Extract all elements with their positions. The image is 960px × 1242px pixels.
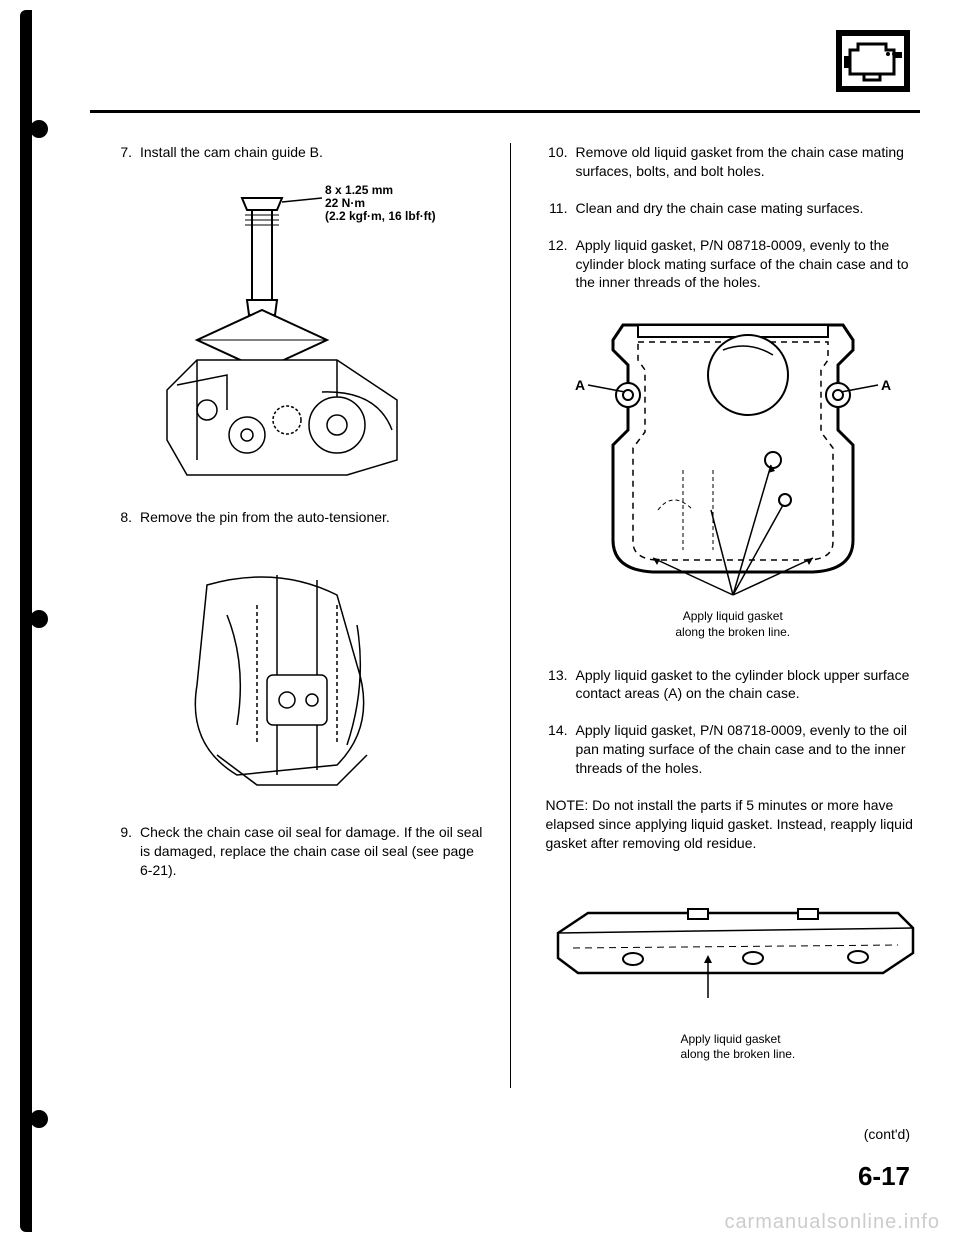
step-number: 12. [546,236,568,293]
step-9: 9. Check the chain case oil seal for dam… [110,823,485,880]
figure-chain-case-front: A A Apply liquid gasket along the broken… [546,310,921,640]
caption-line: Apply liquid gasket [683,609,783,623]
binding-dot [30,610,48,628]
header-rule [90,110,920,113]
page-content: 7. Install the cam chain guide B. [110,143,920,1088]
step-7: 7. Install the cam chain guide B. [110,143,485,162]
figure-cam-chain-guide: 8 x 1.25 mm 22 N·m (2.2 kgf·m, 16 lbf·ft… [110,180,485,483]
step-8: 8. Remove the pin from the auto-tensione… [110,508,485,527]
step-number: 8. [110,508,132,527]
step-14: 14. Apply liquid gasket, P/N 08718-0009,… [546,721,921,778]
step-text: Check the chain case oil seal for damage… [140,823,485,880]
step-number: 7. [110,143,132,162]
caption-line: along the broken line. [681,1047,796,1061]
svg-text:A: A [575,377,585,393]
step-10: 10. Remove old liquid gasket from the ch… [546,143,921,181]
continued-marker: (cont'd) [864,1126,910,1142]
figure-auto-tensioner [110,545,485,798]
figure-caption: Apply liquid gasket along the broken lin… [681,1032,921,1063]
note-text: NOTE: Do not install the parts if 5 minu… [546,796,921,853]
step-text: Apply liquid gasket to the cylinder bloc… [576,666,921,704]
step-12: 12. Apply liquid gasket, P/N 08718-0009,… [546,236,921,293]
svg-text:A: A [881,377,891,393]
figure-caption: Apply liquid gasket along the broken lin… [546,609,921,640]
step-text: Clean and dry the chain case mating surf… [576,199,921,218]
step-number: 9. [110,823,132,880]
binding-dot [30,1110,48,1128]
engine-icon [836,30,910,95]
page-header [50,30,920,95]
watermark: carmanualsonline.info [724,1211,940,1234]
step-number: 10. [546,143,568,181]
svg-text:8 x 1.25 mm 22 N·m: 8 x 1.25 mm 22 N·m (2.2 kgf·m, 16 lbf·ft… [325,183,436,223]
step-text: Remove the pin from the auto-tensioner. [140,508,485,527]
step-text: Apply liquid gasket, P/N 08718-0009, eve… [576,721,921,778]
step-text: Remove old liquid gasket from the chain … [576,143,921,181]
step-11: 11. Clean and dry the chain case mating … [546,199,921,218]
binding-dot [30,120,48,138]
right-column: 10. Remove old liquid gasket from the ch… [541,143,921,1088]
step-13: 13. Apply liquid gasket to the cylinder … [546,666,921,704]
step-number: 11. [546,199,568,218]
binding-marks [30,20,50,1212]
step-number: 13. [546,666,568,704]
step-text: Apply liquid gasket, P/N 08718-0009, eve… [576,236,921,293]
caption-line: along the broken line. [675,625,790,639]
figure-oil-pan-surface: Apply liquid gasket along the broken lin… [546,903,921,1063]
page-number: 6-17 [858,1161,910,1192]
left-column: 7. Install the cam chain guide B. [110,143,511,1088]
step-text: Install the cam chain guide B. [140,143,485,162]
step-number: 14. [546,721,568,778]
caption-line: Apply liquid gasket [681,1032,781,1046]
